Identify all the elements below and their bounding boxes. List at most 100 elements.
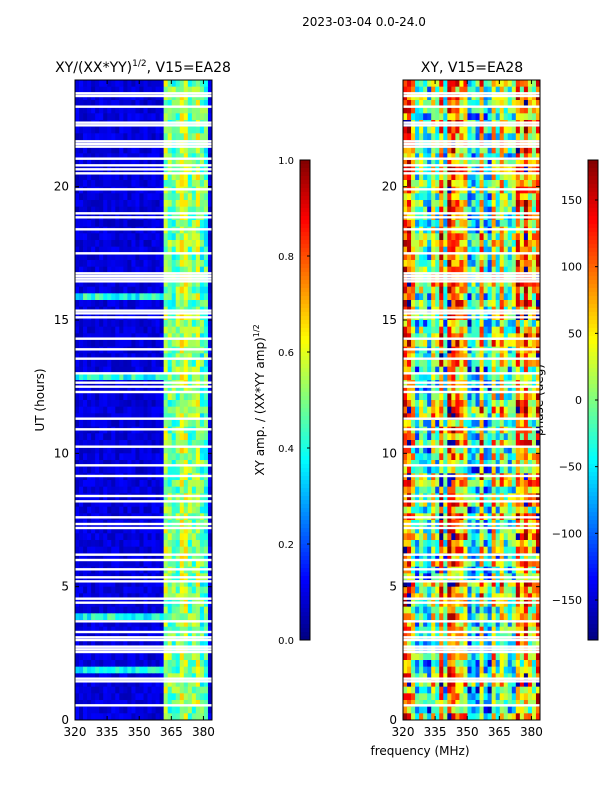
heatmap-cell xyxy=(179,233,185,241)
heatmap-cell xyxy=(95,200,100,208)
heatmap-cell xyxy=(91,653,96,661)
heatmap-cell xyxy=(95,160,100,168)
heatmap-cell xyxy=(135,106,140,114)
data-gap-row xyxy=(75,272,212,275)
heatmap-cell xyxy=(99,546,104,554)
heatmap-cell xyxy=(159,153,165,161)
heatmap-cell xyxy=(439,393,444,401)
heatmap-cell xyxy=(143,80,148,88)
heatmap-cell xyxy=(83,173,88,181)
heatmap-cell xyxy=(443,113,448,121)
heatmap-cell xyxy=(159,180,165,188)
heatmap-cell xyxy=(499,280,505,288)
heatmap-cell xyxy=(159,553,165,561)
heatmap-cell xyxy=(87,526,92,534)
heatmap-cell xyxy=(403,280,408,288)
heatmap-cell xyxy=(127,586,132,594)
heatmap-cell xyxy=(163,320,169,328)
heatmap-cell xyxy=(175,246,181,254)
heatmap-cell xyxy=(119,606,124,614)
heatmap-cell xyxy=(487,286,493,294)
heatmap-cell xyxy=(99,680,104,688)
heatmap-cell xyxy=(95,553,100,561)
heatmap-cell xyxy=(203,580,209,588)
heatmap-cell xyxy=(179,280,185,288)
heatmap-cell xyxy=(159,286,165,294)
heatmap-cell xyxy=(431,133,436,141)
heatmap-cell xyxy=(531,253,537,261)
heatmap-cell xyxy=(535,300,541,308)
heatmap-cell xyxy=(143,460,148,468)
heatmap-cell xyxy=(203,613,209,621)
heatmap-cell xyxy=(99,660,104,668)
heatmap-cell xyxy=(459,386,464,394)
heatmap-cell xyxy=(151,606,156,614)
heatmap-cell xyxy=(143,393,148,401)
heatmap-cell xyxy=(175,160,181,168)
heatmap-cell xyxy=(163,420,169,428)
heatmap-cell xyxy=(79,360,84,368)
heatmap-cell xyxy=(115,500,120,508)
data-gap-row xyxy=(75,385,212,388)
heatmap-cell xyxy=(195,480,201,488)
heatmap-cell xyxy=(515,353,521,361)
heatmap-cell xyxy=(139,266,144,274)
heatmap-cell xyxy=(451,353,456,361)
heatmap-cell xyxy=(507,146,513,154)
heatmap-cell xyxy=(83,300,88,308)
heatmap-cell xyxy=(87,420,92,428)
heatmap-cell xyxy=(91,673,96,681)
heatmap-cell xyxy=(107,193,112,201)
heatmap-cell xyxy=(103,193,108,201)
heatmap-cell xyxy=(515,293,521,301)
heatmap-cell xyxy=(151,326,156,334)
heatmap-cell xyxy=(467,173,472,181)
heatmap-cell xyxy=(103,666,108,674)
heatmap-cell xyxy=(503,106,509,114)
heatmap-cell xyxy=(487,246,493,254)
heatmap-cell xyxy=(123,606,128,614)
heatmap-cell xyxy=(195,653,201,661)
heatmap-cell xyxy=(471,133,476,141)
heatmap-cell xyxy=(195,160,201,168)
heatmap-cell xyxy=(199,180,205,188)
heatmap-cell xyxy=(163,533,169,541)
heatmap-cell xyxy=(455,126,460,134)
heatmap-cell xyxy=(187,180,193,188)
heatmap-cell xyxy=(147,320,152,328)
heatmap-cell xyxy=(103,260,108,268)
heatmap-cell xyxy=(435,373,440,381)
heatmap-cell xyxy=(127,413,132,421)
heatmap-cell xyxy=(167,353,173,361)
heatmap-cell xyxy=(163,466,169,474)
heatmap-cell xyxy=(195,686,201,694)
data-gap-row xyxy=(75,140,212,143)
heatmap-cell xyxy=(143,100,148,108)
heatmap-cell xyxy=(199,613,205,621)
heatmap-cell xyxy=(419,173,424,181)
heatmap-cell xyxy=(75,300,80,308)
heatmap-cell xyxy=(407,253,412,261)
heatmap-cell xyxy=(107,266,112,274)
heatmap-cell xyxy=(83,340,88,348)
heatmap-cell xyxy=(131,253,136,261)
heatmap-cell xyxy=(159,506,165,514)
heatmap-cell xyxy=(187,533,193,541)
heatmap-cell xyxy=(107,86,112,94)
heatmap-cell xyxy=(123,433,128,441)
heatmap-cell xyxy=(435,246,440,254)
heatmap-cell xyxy=(431,386,436,394)
heatmap-cell xyxy=(195,300,201,308)
heatmap-cell xyxy=(115,700,120,708)
heatmap-cell xyxy=(171,626,177,634)
heatmap-cell xyxy=(123,560,128,568)
heatmap-cell xyxy=(479,353,484,361)
heatmap-cell xyxy=(179,620,185,628)
heatmap-cell xyxy=(463,193,468,201)
heatmap-cell xyxy=(171,413,177,421)
heatmap-cell xyxy=(459,393,464,401)
heatmap-cell xyxy=(203,180,209,188)
heatmap-cell xyxy=(531,100,537,108)
heatmap-cell xyxy=(151,153,156,161)
heatmap-cell xyxy=(511,386,517,394)
